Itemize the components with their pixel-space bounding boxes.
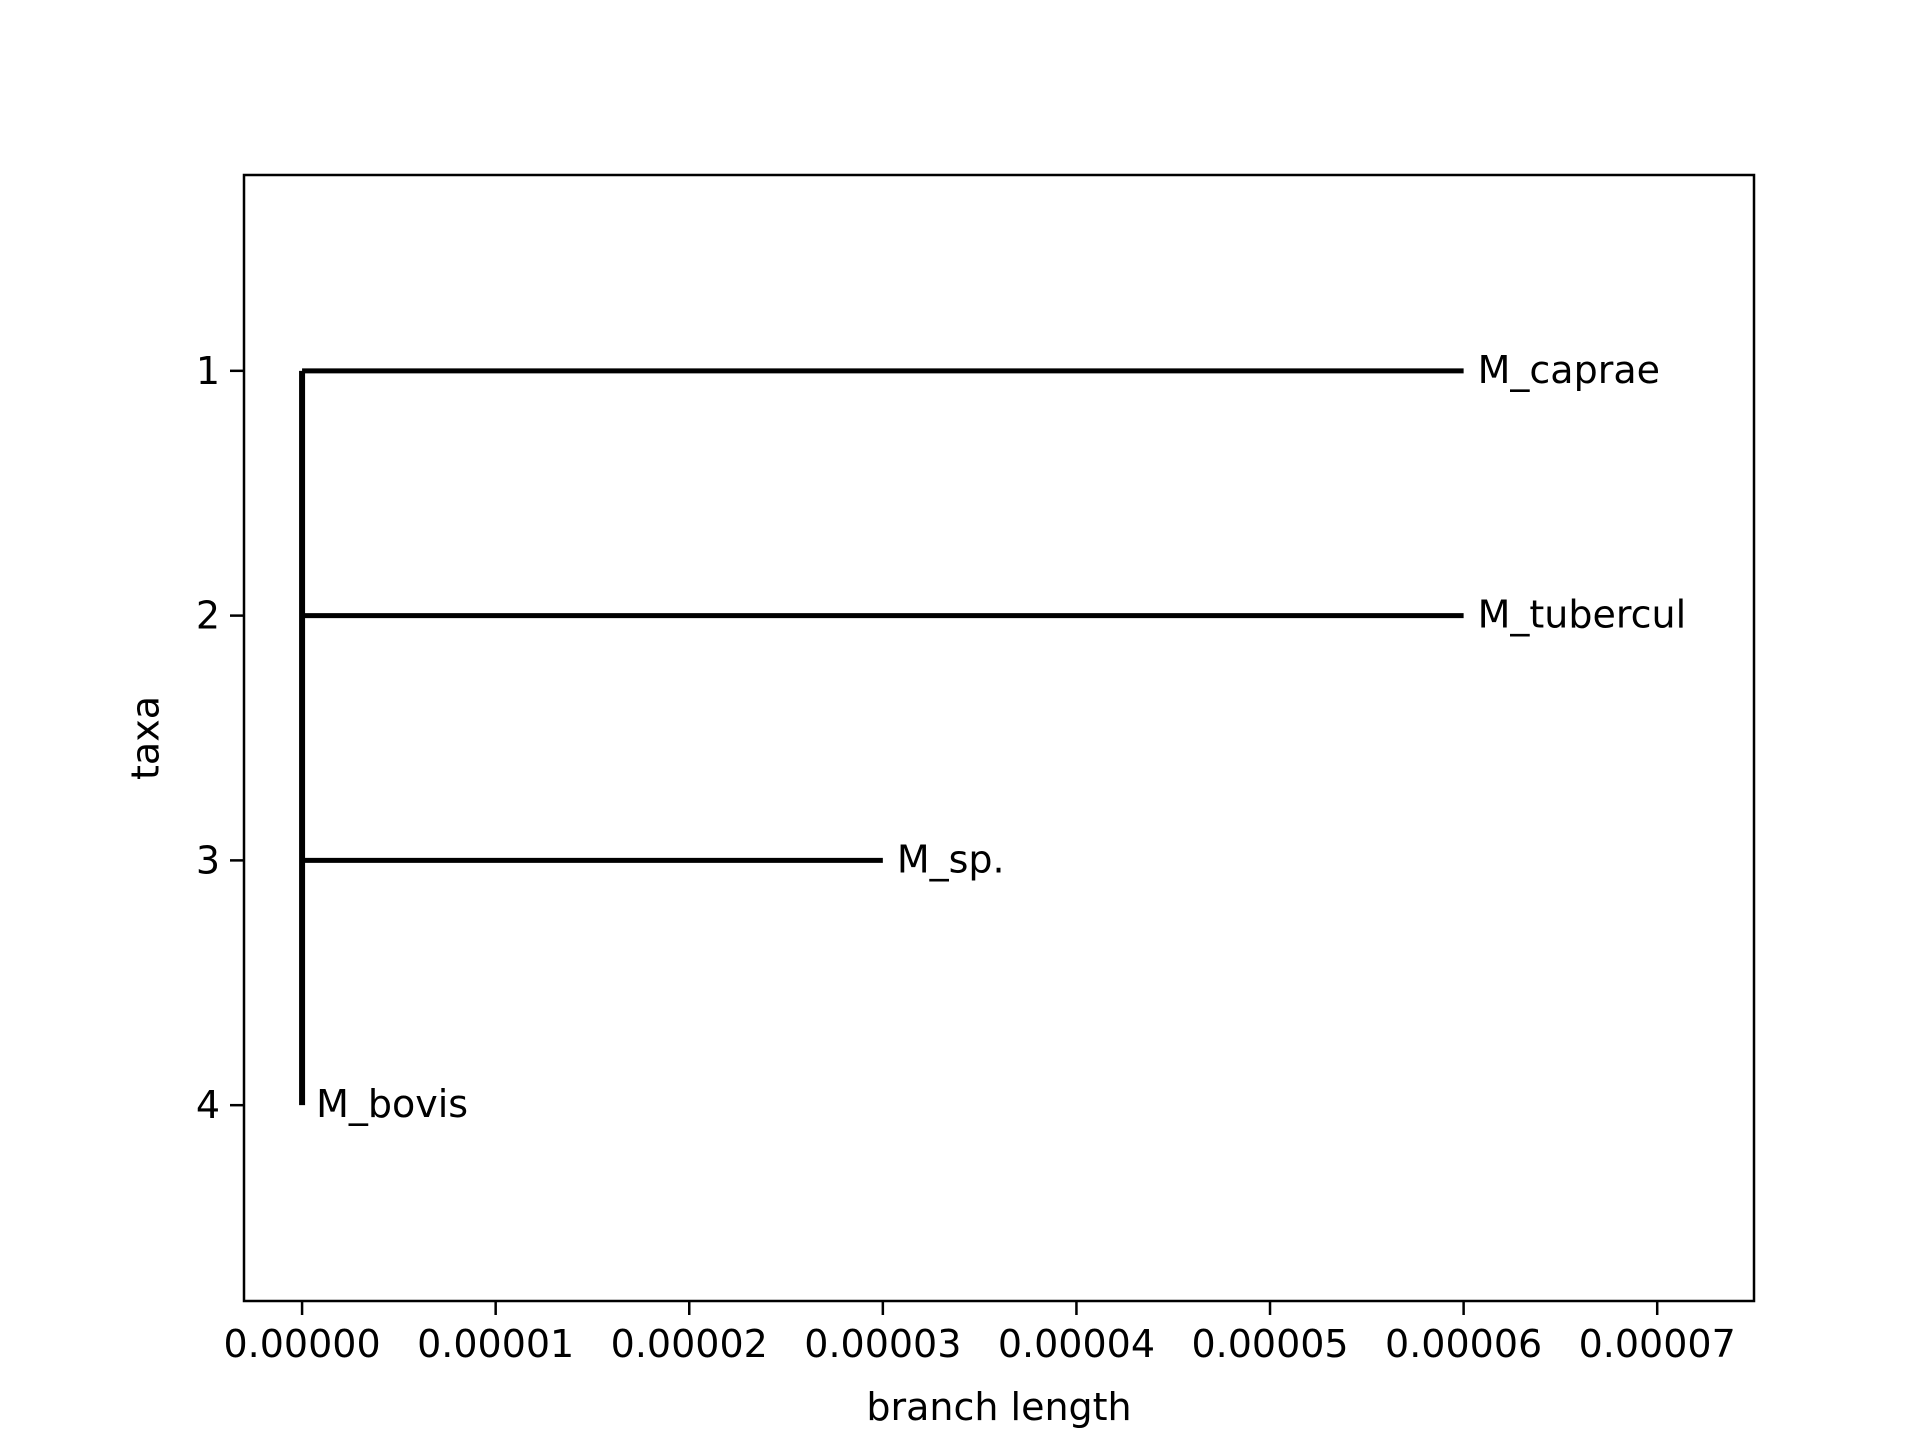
taxon-labels: M_caprae M_tubercul M_sp. M_bovis <box>316 348 1686 1126</box>
taxon-label: M_bovis <box>316 1082 468 1126</box>
taxon-label: M_tubercul <box>1478 593 1687 637</box>
y-tick-label: 2 <box>196 594 220 638</box>
y-axis-title: taxa <box>124 696 168 780</box>
taxon-label: M_sp. <box>897 837 1005 881</box>
y-axis-ticks: 1 2 3 4 <box>196 349 244 1127</box>
y-tick-label: 4 <box>196 1083 220 1127</box>
x-tick-label: 0.00007 <box>1579 1322 1736 1366</box>
x-tick-label: 0.00006 <box>1385 1322 1542 1366</box>
plot-area-frame <box>242 173 1756 1303</box>
x-tick-label: 0.00005 <box>1191 1322 1348 1366</box>
x-tick-label: 0.00004 <box>998 1322 1155 1366</box>
x-tick-label: 0.00000 <box>224 1322 381 1366</box>
y-tick-label: 3 <box>196 838 220 882</box>
x-tick-label: 0.00002 <box>611 1322 768 1366</box>
tree-branches <box>299 368 1464 1106</box>
x-tick-label: 0.00003 <box>804 1322 961 1366</box>
x-axis-title: branch length <box>866 1385 1131 1429</box>
y-tick-label: 1 <box>196 349 220 393</box>
x-tick-label: 0.00001 <box>417 1322 574 1366</box>
taxon-label: M_caprae <box>1478 348 1660 392</box>
x-axis-ticks: 0.00000 0.00001 0.00002 0.00003 0.00004 0.000… <box>224 1301 1736 1366</box>
